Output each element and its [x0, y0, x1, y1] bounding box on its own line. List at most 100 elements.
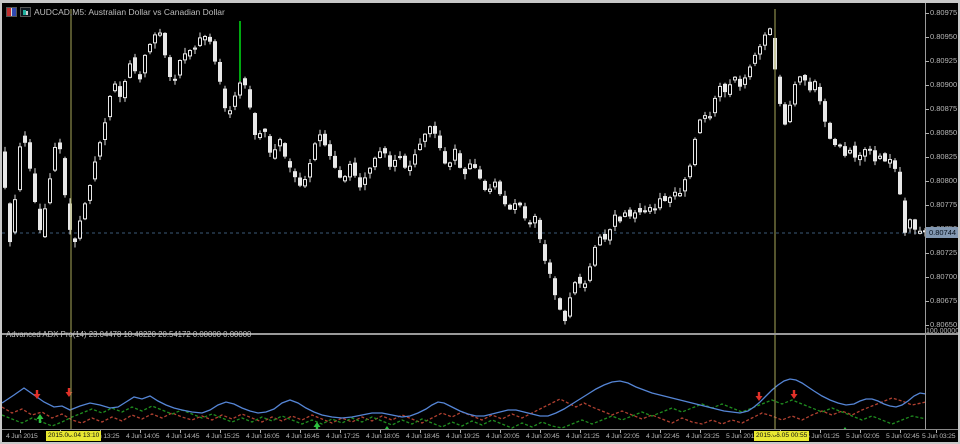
candle-body: [628, 209, 632, 217]
candle-body: [323, 133, 327, 146]
candle-body: [873, 150, 877, 162]
time-axis-label: 4 Jun 22:45: [646, 433, 680, 440]
time-axis-label: 4 Jun 22:05: [606, 433, 640, 440]
candle-body: [148, 43, 152, 53]
candle-body: [328, 144, 332, 157]
candle-body: [223, 88, 227, 109]
candlestick-chart-canvas[interactable]: [2, 3, 958, 442]
candle-body: [803, 74, 807, 81]
candle-body: [493, 181, 497, 188]
time-axis-tick: [740, 430, 741, 433]
candle-body: [398, 156, 402, 159]
time-axis-label: 4 Jun 16:05: [246, 433, 280, 440]
candle-body: [313, 143, 317, 160]
vertical-line-anchor[interactable]: [69, 431, 73, 435]
candle-body: [603, 233, 607, 240]
candle-body: [158, 32, 162, 36]
candle-body: [118, 86, 122, 97]
candle-body: [303, 179, 307, 187]
time-axis-tick: [700, 430, 701, 433]
candle-body: [363, 177, 367, 185]
candle-body: [683, 179, 687, 192]
time-axis-label: 4 Jun 20:05: [486, 433, 520, 440]
candle-body: [693, 138, 697, 166]
candle-body: [458, 153, 462, 168]
candle-body: [763, 34, 767, 46]
time-axis-label: 4 Jun 20:45: [526, 433, 560, 440]
candle-body: [383, 148, 387, 154]
candle-body: [73, 238, 77, 242]
vertical-line-anchor[interactable]: [773, 431, 777, 435]
sell-arrow-icon: [33, 390, 41, 399]
candle-body: [878, 155, 882, 159]
candle-body: [123, 81, 127, 99]
time-axis-label: 5 Jun 01:25: [806, 433, 840, 440]
time-axis[interactable]: [2, 430, 958, 442]
price-axis-label: 0.80925: [930, 56, 958, 65]
time-axis-tick: [140, 430, 141, 433]
candle-body: [238, 82, 242, 96]
vertical-line-time-badge: 2015.06.05 00:55: [754, 431, 810, 441]
candle-body: [308, 163, 312, 178]
candle-body: [28, 142, 32, 169]
candle-body: [38, 208, 42, 231]
candle-body: [163, 32, 167, 56]
candle-body: [268, 136, 272, 153]
time-axis-label: 5 Jun 03:25: [922, 433, 956, 440]
time-axis-tick: [620, 430, 621, 433]
price-axis-label: 0.80675: [930, 296, 958, 305]
price-axis-tick: [925, 13, 929, 14]
buy-arrow-icon: [313, 422, 321, 431]
time-axis-tick: [340, 430, 341, 433]
candle-body: [258, 133, 262, 139]
candle-body: [108, 95, 112, 118]
candle-body: [593, 246, 597, 266]
candle-body: [193, 47, 197, 50]
buy-arrow-icon: [36, 414, 44, 423]
candle-body: [538, 219, 542, 240]
candle-body: [103, 122, 107, 140]
candle-body: [418, 143, 422, 151]
subwindow-separator[interactable]: [2, 333, 958, 335]
candle-body: [173, 78, 177, 81]
candle-body: [23, 135, 27, 143]
candle-body: [858, 154, 862, 161]
candle-body: [93, 161, 97, 180]
time-axis-tick: [660, 430, 661, 433]
price-axis-label: 0.80850: [930, 128, 958, 137]
candle-body: [273, 149, 277, 159]
candle-body: [463, 168, 467, 175]
candle-body: [423, 133, 427, 142]
time-axis-label: 4 Jun 18:45: [406, 433, 440, 440]
candle-body: [673, 191, 677, 197]
candle-body: [188, 50, 192, 57]
candle-body: [58, 142, 62, 150]
candle-body: [658, 198, 662, 209]
candle-body: [708, 116, 712, 119]
candle-body: [358, 177, 362, 188]
candle-body: [433, 125, 437, 134]
candle-body: [808, 81, 812, 91]
candle-body: [898, 171, 902, 195]
price-axis-tick: [925, 61, 929, 62]
candle-body: [263, 128, 267, 132]
candle-body: [13, 199, 17, 233]
candle-body: [578, 276, 582, 284]
candle-body: [738, 78, 742, 87]
candle-body: [478, 169, 482, 179]
candle-body: [353, 162, 357, 176]
price-axis-tick: [925, 205, 929, 206]
price-axis-tick: [925, 157, 929, 158]
chart-area[interactable]: AUDCAD,M5: Australian Dollar vs Canadian…: [2, 3, 958, 442]
candle-body: [113, 83, 117, 92]
time-axis-tick: [20, 430, 21, 433]
candle-body: [408, 165, 412, 172]
price-axis-label: 0.80900: [930, 80, 958, 89]
candle-body: [133, 57, 137, 72]
candle-body: [643, 210, 647, 213]
candle-body: [198, 37, 202, 46]
price-axis-label: 0.80875: [930, 104, 958, 113]
candle-body: [413, 154, 417, 165]
indicator-axis-top-label: 100.00000: [926, 328, 958, 335]
time-axis-separator: [2, 429, 958, 430]
